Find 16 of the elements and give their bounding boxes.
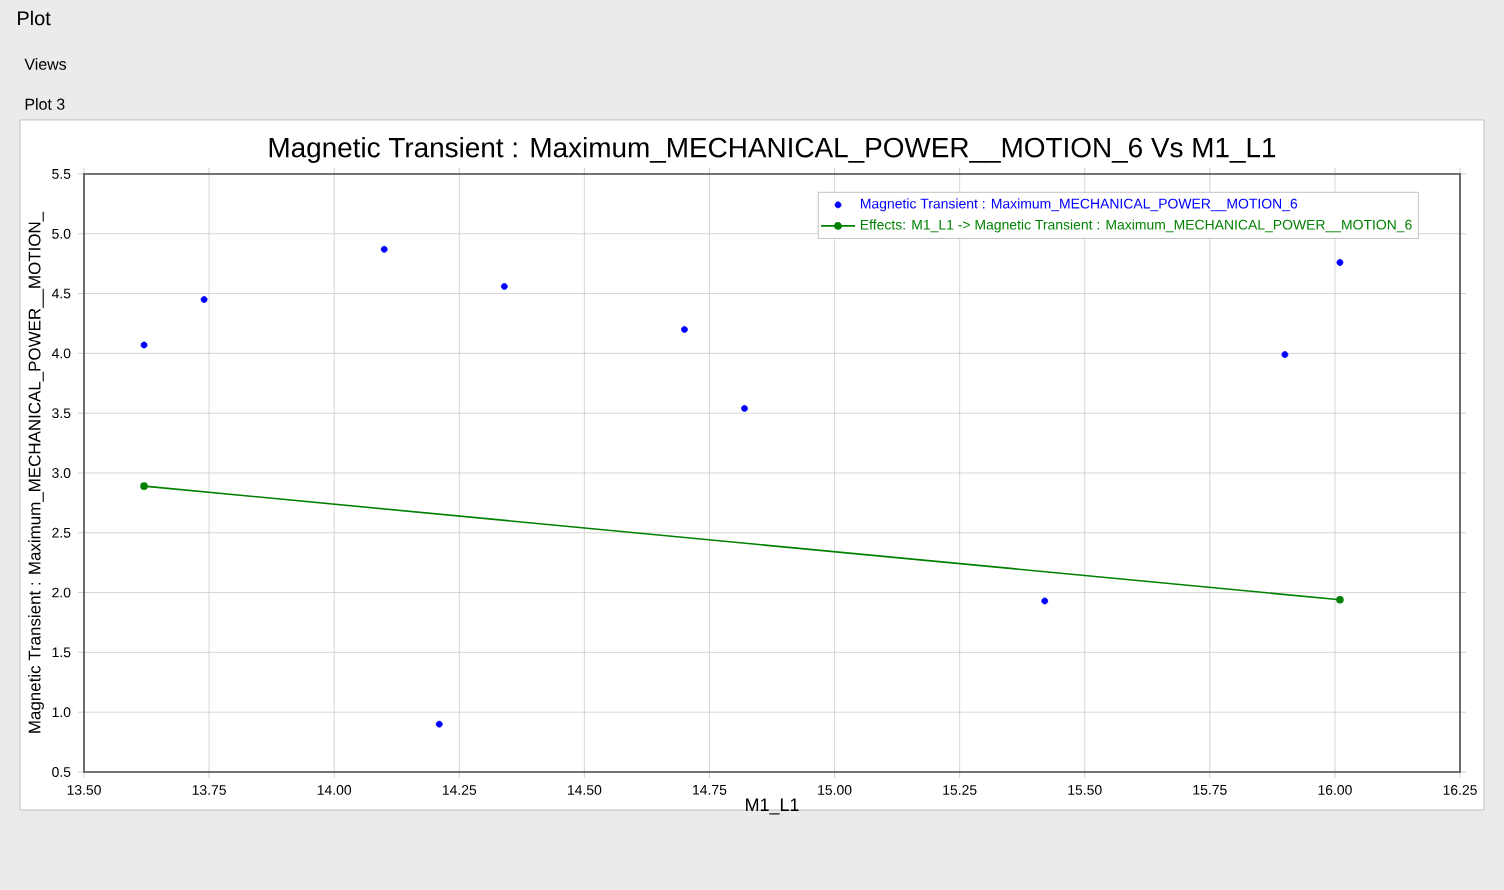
point xyxy=(140,482,148,490)
point xyxy=(380,245,388,253)
y-axis-title: Magnetic Transient : Maximum_MECHANICAL_POWER__MOTION_ xyxy=(28,211,44,733)
point xyxy=(681,326,688,333)
point xyxy=(140,341,148,349)
point xyxy=(1336,259,1344,266)
x-axis-title: M1_L1 xyxy=(746,798,799,815)
point xyxy=(1336,595,1344,604)
point xyxy=(500,282,508,290)
point xyxy=(741,404,748,412)
point xyxy=(200,296,208,303)
text: Plot xyxy=(18,10,51,26)
point xyxy=(435,720,443,728)
point xyxy=(1041,597,1049,605)
point xyxy=(1281,351,1289,358)
chart-title: Magnetic Transient : Maximum_MECHANICAL_POWER__MOTION_6 Vs M1_L1 xyxy=(269,136,1276,163)
